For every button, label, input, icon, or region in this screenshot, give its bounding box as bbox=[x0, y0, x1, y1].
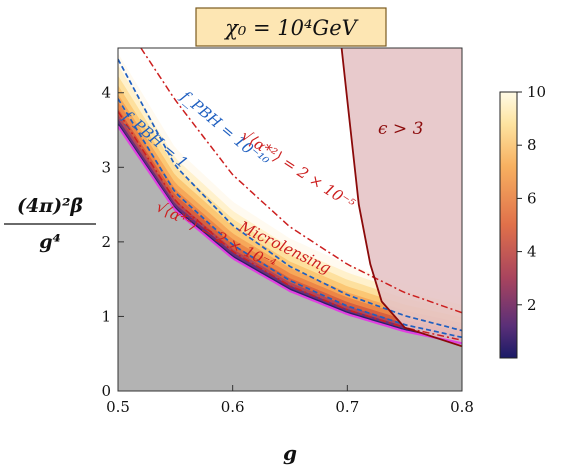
y-tick-label: 4 bbox=[101, 84, 111, 102]
excluded-gray-region bbox=[118, 126, 462, 391]
fpbh-one-curve bbox=[118, 98, 462, 339]
chart-title: χ₀ = 10⁴GeV bbox=[223, 16, 358, 40]
y-tick-label: 2 bbox=[101, 233, 111, 251]
lower-boundary-curve bbox=[118, 125, 462, 345]
y-tick-label: 0 bbox=[101, 382, 111, 400]
colorbar bbox=[499, 91, 518, 359]
colorbar-tick-label: 8 bbox=[527, 136, 537, 154]
title-box bbox=[195, 7, 387, 47]
x-tick-label: 0.8 bbox=[450, 398, 474, 416]
colorbar-tick-label: 2 bbox=[527, 296, 537, 314]
x-axis-title: g bbox=[283, 441, 297, 465]
y-axis-title-denominator: g⁴ bbox=[39, 231, 61, 253]
x-ticks: 0.5 0.6 0.7 0.8 bbox=[106, 385, 474, 416]
epsilon-region bbox=[341, 48, 462, 347]
colorbar-ticks: 2 4 6 8 10 bbox=[517, 83, 546, 314]
fpbh-small-curve bbox=[118, 58, 462, 332]
colorbar-tick-label: 6 bbox=[527, 189, 537, 207]
x-tick-label: 0.7 bbox=[335, 398, 359, 416]
y-tick-label: 1 bbox=[101, 307, 111, 325]
x-tick-label: 0.5 bbox=[106, 398, 130, 416]
y-axis-title-numerator: (4π)²β̄ bbox=[17, 195, 83, 217]
epsilon-label: ϵ > 3 bbox=[378, 119, 423, 139]
alpha-upper-curve bbox=[140, 48, 462, 314]
colorbar-tick-label: 10 bbox=[527, 83, 546, 101]
y-tick-label: 3 bbox=[101, 158, 111, 176]
colorbar-tick-label: 4 bbox=[527, 243, 537, 261]
plot-frame bbox=[117, 47, 463, 392]
epsilon-boundary-curve bbox=[340, 48, 462, 348]
y-ticks: 0 1 2 3 4 bbox=[101, 84, 124, 400]
x-tick-label: 0.6 bbox=[221, 398, 245, 416]
